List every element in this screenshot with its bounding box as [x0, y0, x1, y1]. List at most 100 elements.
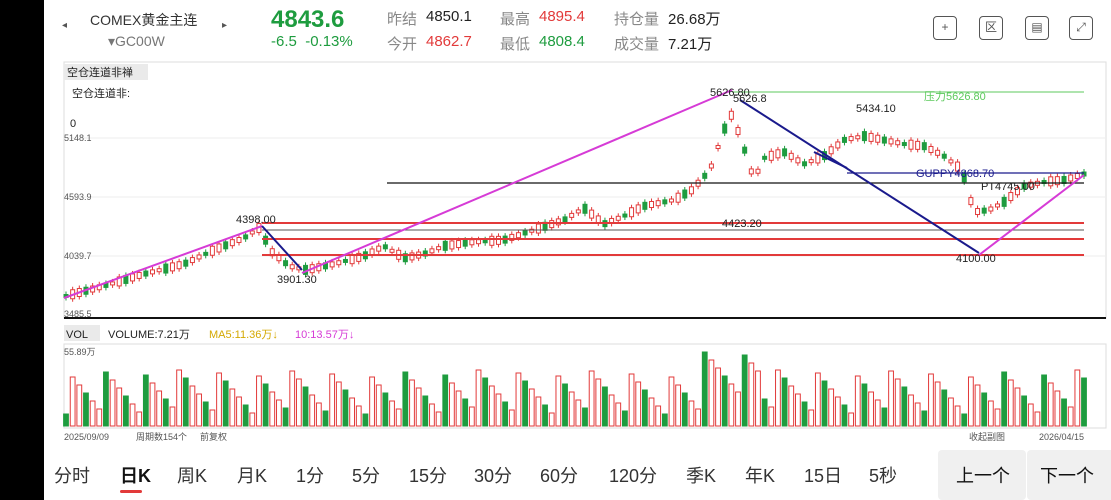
candle-body: [735, 127, 741, 136]
candle-body: [961, 173, 967, 183]
draw-tool-icon[interactable]: ▤: [1025, 16, 1049, 40]
candle-body: [489, 235, 495, 246]
candle-body: [921, 142, 927, 151]
volume-bar: [169, 406, 176, 427]
kline-chart[interactable]: 空仓连道非禅 空仓连道非: 0 5148.1 4593.9 4039.7 348…: [44, 60, 1111, 450]
overlay-label: 空仓连道非:: [72, 86, 130, 100]
collapse-subchart[interactable]: 收起副图: [969, 431, 1005, 442]
candle-body: [768, 150, 774, 161]
tab-8[interactable]: 60分: [540, 466, 579, 486]
candle-body: [263, 235, 269, 245]
guppy-label: GUPPY4868.70: [916, 168, 994, 180]
candle-body: [1054, 176, 1060, 186]
add-watchlist-icon[interactable]: +: [933, 16, 957, 40]
chart-svg[interactable]: 空仓连道非禅 空仓连道非: 0 5148.1 4593.9 4039.7 348…: [44, 60, 1111, 450]
fullscreen-icon[interactable]: ⤢: [1069, 16, 1093, 40]
y-tick-label: 5148.1: [64, 133, 92, 143]
candle-body: [575, 209, 581, 214]
candle-body: [655, 200, 661, 207]
volume-bar: [1074, 369, 1081, 427]
volume-bar: [1014, 387, 1021, 427]
tab-2[interactable]: 周K: [177, 466, 208, 486]
tab-0[interactable]: 分时: [54, 466, 90, 486]
volume-bar: [362, 413, 369, 427]
tab-4[interactable]: 1分: [296, 466, 325, 486]
change-percent: -0.13%: [305, 33, 353, 50]
overlay-menu-bg[interactable]: [64, 64, 148, 80]
volume-bar: [961, 413, 968, 427]
candle-body: [183, 259, 189, 267]
y-tick-label: 4039.7: [64, 251, 92, 261]
candle-body: [675, 192, 681, 203]
candle-body: [788, 152, 794, 160]
next-button[interactable]: 下一个: [1040, 466, 1094, 486]
candle-body: [249, 230, 255, 235]
candle-body: [529, 228, 535, 233]
volume-bar: [142, 374, 149, 427]
candle-body: [582, 203, 588, 214]
tab-1[interactable]: 日K: [120, 466, 151, 486]
candle-body: [203, 251, 209, 256]
candle-body: [888, 138, 894, 145]
candle-body: [908, 139, 914, 150]
candle-body: [402, 253, 408, 263]
tab-3[interactable]: 月K: [237, 466, 268, 486]
channel-line: [813, 151, 848, 169]
volume-bar: [908, 394, 914, 427]
volume-bar: [681, 392, 688, 427]
next-button-bg[interactable]: [1027, 450, 1111, 500]
symbol-code[interactable]: ▾GC00W: [108, 33, 165, 49]
tab-6[interactable]: 15分: [409, 466, 448, 486]
volume-bar: [522, 380, 528, 427]
volume-bar: [635, 381, 642, 427]
candle-body: [535, 223, 541, 234]
next-symbol-icon[interactable]: ▸: [222, 20, 228, 31]
tab-13[interactable]: 5秒: [869, 466, 898, 486]
candle-body: [828, 146, 834, 155]
candle-body: [629, 207, 635, 218]
volume-bar: [661, 413, 668, 427]
candle-body: [236, 237, 242, 244]
candle-body: [376, 245, 382, 252]
volume-bar: [515, 372, 522, 427]
candle-body: [855, 135, 861, 140]
volume-bar: [894, 378, 901, 427]
tab-11[interactable]: 年K: [745, 466, 776, 486]
volume-bar: [475, 369, 482, 427]
overlay-menu[interactable]: 空仓连道非禅: [67, 65, 133, 79]
tab-10[interactable]: 季K: [686, 466, 717, 486]
volume-bar: [575, 399, 582, 427]
period-tabs: 上一个 下一个 分时 日K 周K 月K 1分 5分 15分 30分 60分 120分 季K 年K 15日…: [44, 450, 1111, 500]
prev-symbol-icon[interactable]: ◂: [62, 20, 68, 31]
candle-body: [981, 207, 987, 214]
vol-tag-bg[interactable]: [64, 325, 100, 341]
tab-9[interactable]: 120分: [609, 466, 658, 486]
volume-bar: [269, 391, 276, 427]
volume-bar: [495, 393, 502, 427]
volume-bar: [76, 384, 83, 427]
tab-5[interactable]: 5分: [352, 466, 381, 486]
prev-button-bg[interactable]: [938, 450, 1026, 500]
high-label-2: 5626.8: [733, 93, 767, 105]
vol-tag[interactable]: VOL: [66, 329, 88, 341]
quote-label: 最低: [500, 36, 531, 53]
adjust-mode[interactable]: 前复权: [200, 431, 227, 442]
quote-value: 7.21万: [668, 36, 713, 53]
volume-bar: [109, 379, 116, 427]
prev-button[interactable]: 上一个: [956, 466, 1010, 486]
quote-value: 4808.4: [539, 33, 585, 50]
quote-value: 4850.1: [426, 8, 472, 25]
app-window: ◂ ▸ COMEX黄金主连 ▾GC00W 4843.6 -6.5 -0.13% …: [44, 0, 1111, 500]
symbol-name[interactable]: COMEX黄金主连: [90, 12, 198, 28]
volume-bar: [914, 402, 921, 427]
volume-bar: [868, 391, 874, 427]
volume-bar: [981, 392, 988, 427]
tab-7[interactable]: 30分: [474, 466, 513, 486]
tab-12[interactable]: 15日: [804, 466, 843, 486]
volume-bar: [1041, 374, 1047, 427]
volume-bar: [468, 406, 475, 427]
compare-icon[interactable]: 区: [979, 16, 1003, 40]
candle-body: [702, 172, 708, 179]
candle-body: [389, 248, 395, 253]
volume-bars: [63, 351, 1087, 427]
